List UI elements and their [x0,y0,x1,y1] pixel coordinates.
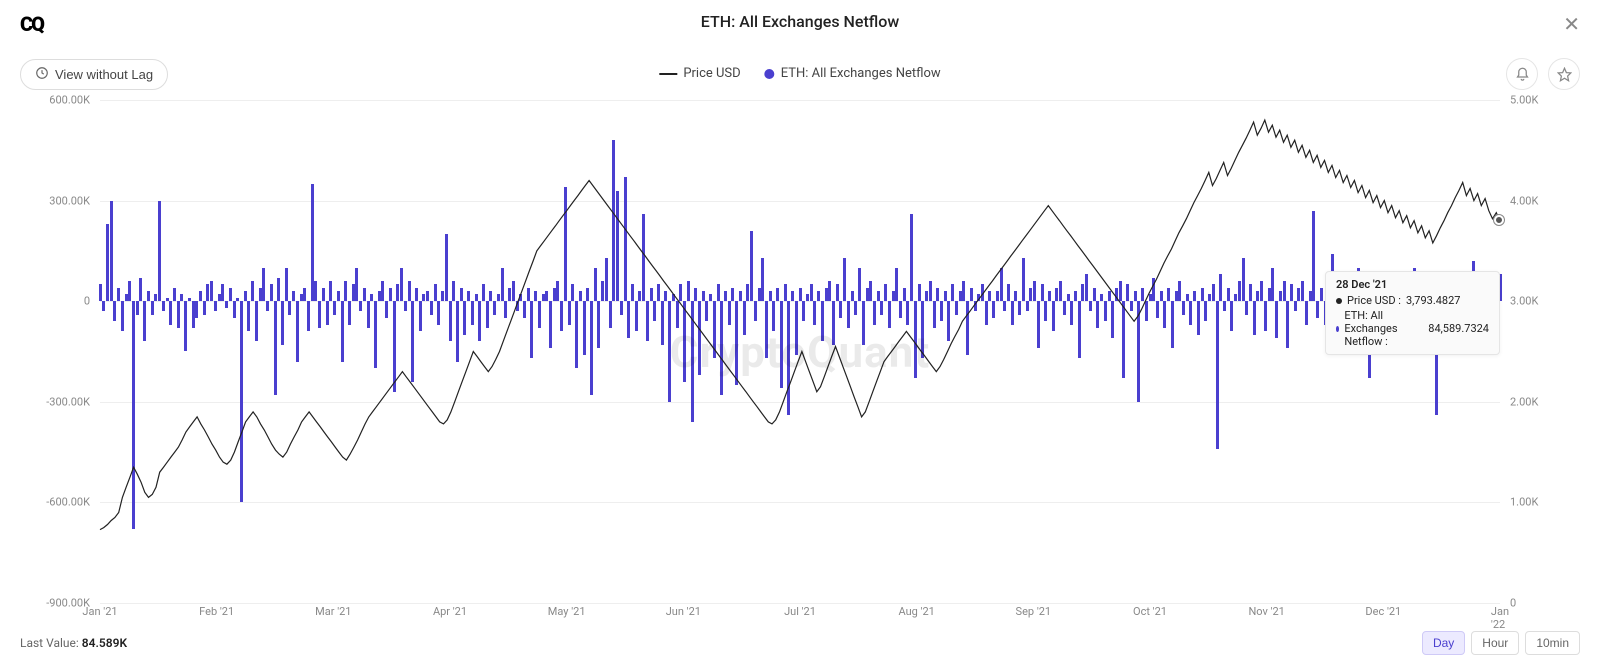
y-right-tick: 1.00K [1510,496,1580,509]
legend-price-label: Price USD [683,66,740,81]
x-tick: Aug '21 [898,605,934,618]
view-without-lag-label: View without Lag [55,67,153,82]
favorite-button[interactable] [1548,58,1580,90]
y-right-tick: 3.00K [1510,295,1580,308]
last-value-number: 84.589K [82,636,127,650]
y-left-tick: -300.00K [20,395,90,408]
legend-item-netflow[interactable]: ETH: All Exchanges Netflow [765,66,941,81]
legend-line-icon [659,73,677,75]
close-icon[interactable]: ✕ [1563,12,1580,36]
x-tick: May '21 [548,605,586,618]
y-left-tick: 0 [20,295,90,308]
time-button-hour[interactable]: Hour [1471,631,1519,655]
y-left-tick: 300.00K [20,194,90,207]
bell-icon [1515,67,1530,82]
y-right-tick: 2.00K [1510,395,1580,408]
y-axis-left: -900.00K-600.00K-300.00K0300.00K600.00K [20,100,90,603]
x-tick: Jun '21 [666,605,701,618]
page-title: ETH: All Exchanges Netflow [701,12,899,31]
endpoint-marker [1494,215,1504,225]
time-button-10min[interactable]: 10min [1525,631,1580,655]
y-left-tick: -900.00K [20,597,90,610]
chart-area[interactable]: CryptoQuant 28 Dec '21 Price USD : 3,793… [100,100,1500,603]
x-axis: Jan '21Feb '21Mar '21Apr '21May '21Jun '… [100,605,1500,623]
legend-item-price[interactable]: Price USD [659,66,740,81]
clock-icon [35,66,49,83]
y-right-tick: 5.00K [1510,94,1580,107]
time-button-day[interactable]: Day [1422,631,1465,655]
x-tick: Sep '21 [1016,605,1052,618]
time-toggle: DayHour10min [1422,631,1580,655]
tooltip-price-label: Price USD : [1347,294,1401,307]
x-tick: Mar '21 [315,605,351,618]
x-tick: Jul '21 [784,605,816,618]
x-tick: Nov '21 [1248,605,1284,618]
y-axis-right: 01.00K2.00K3.00K4.00K5.00K [1510,100,1580,603]
notifications-button[interactable] [1506,58,1538,90]
tooltip-netflow-dot [1336,326,1339,332]
tooltip-price-value: 3,793.4827 [1406,294,1461,307]
star-icon [1557,67,1572,82]
x-tick: Jan '21 [82,605,117,618]
last-value: Last Value: 84.589K [20,636,127,650]
y-left-tick: -600.00K [20,496,90,509]
tooltip-date: 28 Dec '21 [1336,278,1489,291]
legend-dot-icon [765,69,775,79]
tooltip-price-dot [1336,298,1342,304]
y-right-tick: 4.00K [1510,194,1580,207]
y-left-tick: 600.00K [20,94,90,107]
x-tick: Feb '21 [199,605,234,618]
legend-netflow-label: ETH: All Exchanges Netflow [781,66,941,81]
x-tick: Jan '22 [1491,605,1509,631]
view-without-lag-button[interactable]: View without Lag [20,59,168,90]
x-tick: Dec '21 [1365,605,1401,618]
last-value-label: Last Value: [20,636,79,650]
x-tick: Apr '21 [433,605,467,618]
tooltip-netflow-value: 84,589.7324 [1428,322,1489,335]
logo: CQ [20,12,43,36]
x-tick: Oct '21 [1133,605,1167,618]
y-right-tick: 0 [1510,597,1580,610]
tooltip-netflow-label: ETH: All Exchanges Netflow : [1344,309,1423,348]
price-line [100,100,1500,603]
legend: Price USD ETH: All Exchanges Netflow [659,66,940,81]
gridline [100,603,1500,604]
tooltip: 28 Dec '21 Price USD : 3,793.4827 ETH: A… [1325,271,1500,355]
